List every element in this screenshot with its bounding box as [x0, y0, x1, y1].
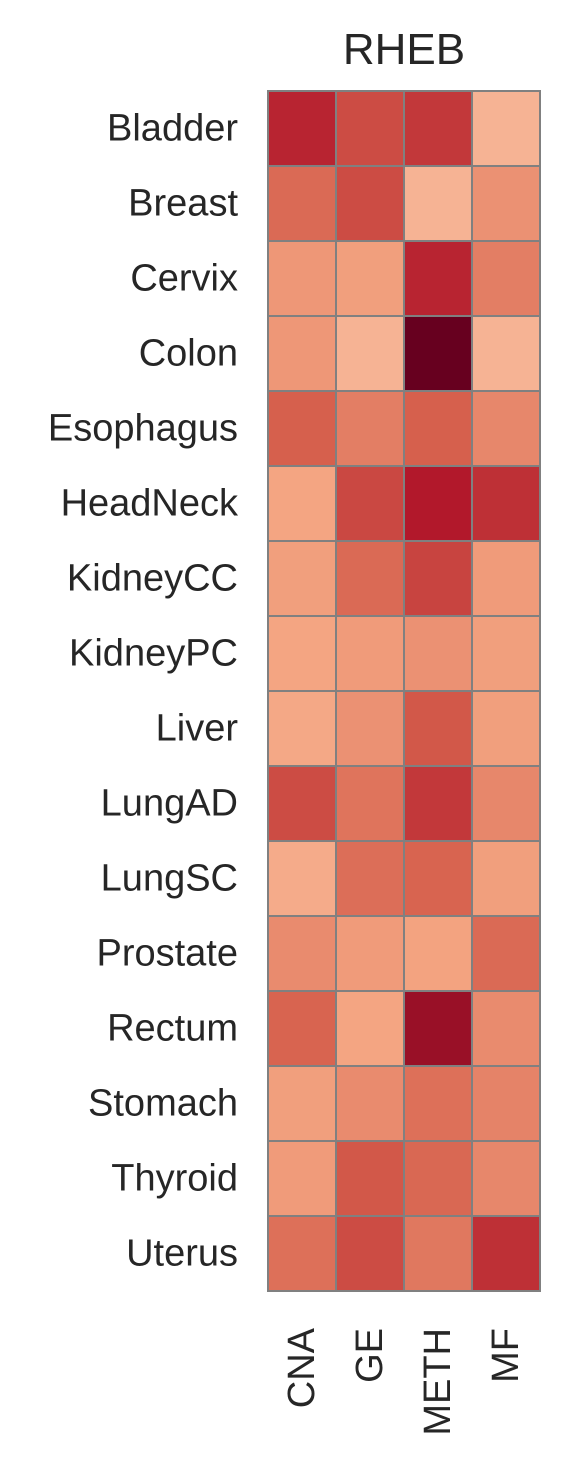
heatmap-cell-rectum-mf — [471, 990, 541, 1067]
heatmap-cell-colon-mf — [471, 315, 541, 392]
heatmap-cell-bladder-meth — [403, 90, 473, 167]
heatmap-cell-liver-meth — [403, 690, 473, 767]
row-label-thyroid: Thyroid — [111, 1158, 238, 1200]
heatmap-cell-lungad-meth — [403, 765, 473, 842]
heatmap-cell-thyroid-mf — [471, 1140, 541, 1217]
heatmap-cell-lungad-cna — [267, 765, 337, 842]
heatmap-cell-breast-mf — [471, 165, 541, 242]
heatmap-cell-bladder-cna — [267, 90, 337, 167]
heatmap-cell-stomach-mf — [471, 1065, 541, 1142]
heatmap-cell-kidneypc-ge — [335, 615, 405, 692]
heatmap-cell-thyroid-ge — [335, 1140, 405, 1217]
chart-title: RHEB — [343, 25, 465, 74]
heatmap-cell-thyroid-cna — [267, 1140, 337, 1217]
row-label-headneck: HeadNeck — [61, 483, 239, 525]
heatmap-cell-liver-mf — [471, 690, 541, 767]
row-label-bladder: Bladder — [107, 108, 238, 150]
column-label-meth: METH — [417, 1328, 459, 1436]
heatmap-cell-cervix-meth — [403, 240, 473, 317]
heatmap-cell-cervix-mf — [471, 240, 541, 317]
heatmap-cell-kidneypc-mf — [471, 615, 541, 692]
heatmap-cell-lungad-mf — [471, 765, 541, 842]
heatmap-cell-esophagus-cna — [267, 390, 337, 467]
column-labels: CNA GE METH MF — [281, 1327, 527, 1435]
row-label-prostate: Prostate — [96, 933, 238, 975]
heatmap-cell-kidneycc-mf — [471, 540, 541, 617]
row-label-esophagus: Esophagus — [48, 408, 238, 450]
heatmap-cell-cervix-cna — [267, 240, 337, 317]
heatmap-cell-headneck-mf — [471, 465, 541, 542]
column-label-ge: GE — [349, 1328, 391, 1383]
row-label-rectum: Rectum — [107, 1008, 238, 1050]
heatmap-cell-kidneypc-cna — [267, 615, 337, 692]
heatmap-cell-bladder-ge — [335, 90, 405, 167]
heatmap-cell-uterus-meth — [403, 1215, 473, 1292]
heatmap-cell-cervix-ge — [335, 240, 405, 317]
heatmap-cell-kidneypc-meth — [403, 615, 473, 692]
row-label-breast: Breast — [128, 183, 238, 225]
row-label-lungsc: LungSC — [101, 858, 238, 900]
heatmap-cell-breast-cna — [267, 165, 337, 242]
heatmap-cell-colon-ge — [335, 315, 405, 392]
heatmap-cell-esophagus-mf — [471, 390, 541, 467]
heatmap-cell-liver-ge — [335, 690, 405, 767]
heatmap-cells — [267, 90, 541, 1292]
heatmap-cell-prostate-mf — [471, 915, 541, 992]
heatmap-cell-uterus-ge — [335, 1215, 405, 1292]
row-label-colon: Colon — [139, 333, 238, 375]
heatmap-cell-liver-cna — [267, 690, 337, 767]
heatmap-cell-bladder-mf — [471, 90, 541, 167]
heatmap-cell-uterus-mf — [471, 1215, 541, 1292]
heatmap-cell-headneck-ge — [335, 465, 405, 542]
row-label-kidneycc: KidneyCC — [67, 558, 238, 600]
row-label-uterus: Uterus — [126, 1233, 238, 1275]
heatmap-cell-headneck-cna — [267, 465, 337, 542]
heatmap-cell-lungad-ge — [335, 765, 405, 842]
row-label-kidneypc: KidneyPC — [69, 633, 238, 675]
heatmap-cell-uterus-cna — [267, 1215, 337, 1292]
heatmap-cell-prostate-cna — [267, 915, 337, 992]
heatmap-cell-stomach-cna — [267, 1065, 337, 1142]
heatmap-cell-colon-cna — [267, 315, 337, 392]
heatmap-cell-breast-meth — [403, 165, 473, 242]
heatmap-cell-esophagus-meth — [403, 390, 473, 467]
row-label-liver: Liver — [156, 708, 239, 750]
heatmap-cell-stomach-meth — [403, 1065, 473, 1142]
column-label-mf: MF — [485, 1328, 527, 1383]
heatmap-cell-stomach-ge — [335, 1065, 405, 1142]
heatmap-cell-headneck-meth — [403, 465, 473, 542]
heatmap-cell-lungsc-meth — [403, 840, 473, 917]
heatmap-cell-kidneycc-meth — [403, 540, 473, 617]
row-labels: Bladder Breast Cervix Colon Esophagus HeadNec… — [48, 108, 239, 1275]
row-label-lungad: LungAD — [101, 783, 238, 825]
heatmap-cell-rectum-cna — [267, 990, 337, 1067]
heatmap-cell-esophagus-ge — [335, 390, 405, 467]
heatmap-cell-prostate-meth — [403, 915, 473, 992]
heatmap-cell-prostate-ge — [335, 915, 405, 992]
heatmap-cell-kidneycc-cna — [267, 540, 337, 617]
heatmap-cell-lungsc-cna — [267, 840, 337, 917]
heatmap-cell-rectum-meth — [403, 990, 473, 1067]
column-label-cna: CNA — [281, 1327, 323, 1408]
heatmap-cell-breast-ge — [335, 165, 405, 242]
heatmap-cell-colon-meth — [403, 315, 473, 392]
heatmap-cell-kidneycc-ge — [335, 540, 405, 617]
heatmap-cell-lungsc-mf — [471, 840, 541, 917]
heatmap-cell-rectum-ge — [335, 990, 405, 1067]
heatmap-cell-lungsc-ge — [335, 840, 405, 917]
row-label-cervix: Cervix — [130, 258, 238, 300]
row-label-stomach: Stomach — [88, 1083, 238, 1125]
heatmap-cell-thyroid-meth — [403, 1140, 473, 1217]
